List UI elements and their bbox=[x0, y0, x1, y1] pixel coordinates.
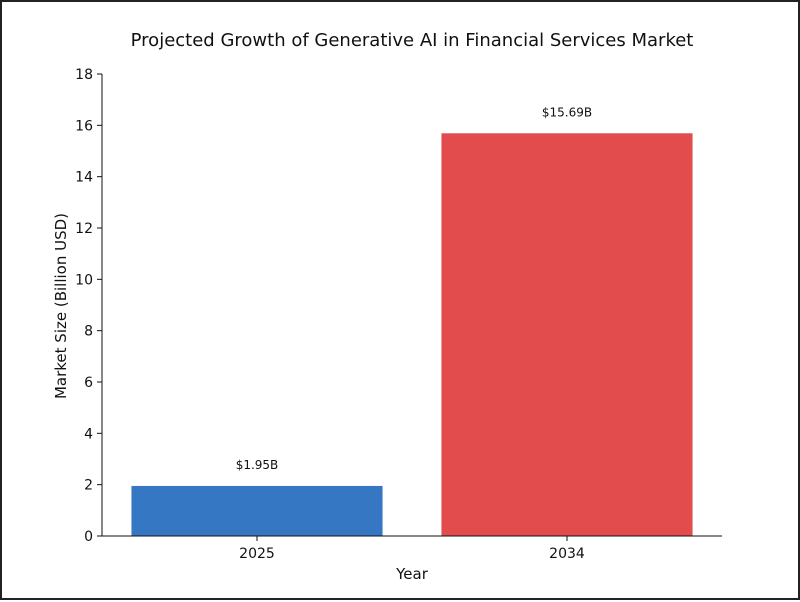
bars-group bbox=[131, 133, 693, 537]
y-tick-label: 6 bbox=[84, 375, 93, 391]
y-tick-label: 2 bbox=[84, 478, 93, 494]
x-ticks-group: 2025 2034 bbox=[239, 536, 585, 562]
chart-title: Projected Growth of Generative AI in Fin… bbox=[131, 30, 694, 51]
y-tick-label: 12 bbox=[75, 221, 93, 237]
y-tick-label: 14 bbox=[75, 170, 93, 186]
data-label-2034: $15.69B bbox=[542, 105, 592, 119]
bar-2025 bbox=[131, 485, 383, 536]
y-tick-label: 10 bbox=[75, 272, 93, 288]
y-tick-label: 18 bbox=[75, 67, 93, 83]
data-label-2025: $1.95B bbox=[236, 458, 279, 472]
x-tick-label-2025: 2025 bbox=[239, 546, 275, 562]
data-labels-group: $1.95B $15.69B bbox=[236, 105, 592, 472]
x-tick-label-2034: 2034 bbox=[549, 546, 585, 562]
x-axis-label: Year bbox=[395, 565, 429, 583]
y-tick-label: 0 bbox=[84, 529, 93, 545]
y-tick-label: 16 bbox=[75, 118, 93, 134]
y-ticks-group: 0 2 4 6 8 10 12 14 16 18 bbox=[75, 67, 102, 545]
y-tick-label: 4 bbox=[84, 426, 93, 442]
y-tick-label: 8 bbox=[84, 324, 93, 340]
bar-2034 bbox=[441, 133, 693, 537]
y-axis-label: Market Size (Billion USD) bbox=[52, 213, 70, 399]
